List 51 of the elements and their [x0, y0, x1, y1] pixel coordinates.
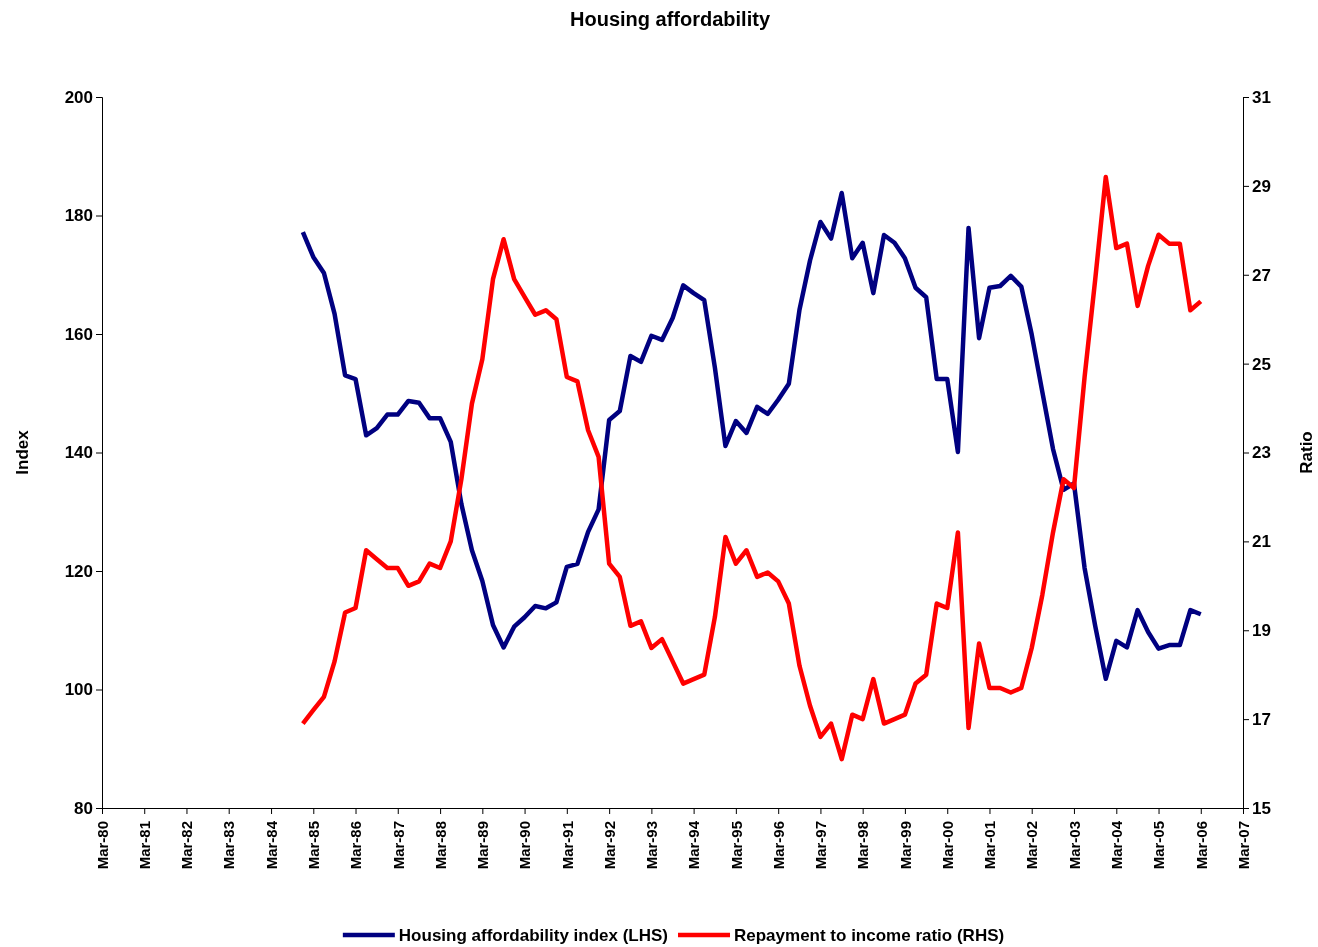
- chart-title: Housing affordability: [570, 8, 771, 30]
- x-tick-label: Mar-84: [262, 820, 280, 870]
- line-series: [300, 174, 1204, 762]
- x-tick-label: Mar-86: [347, 821, 365, 870]
- y2-tick-label: 25: [1252, 354, 1271, 374]
- x-tick-label: Mar-92: [600, 821, 618, 870]
- x-tick-label: Mar-96: [769, 821, 787, 870]
- y-tick-label: 80: [74, 798, 93, 818]
- x-tick-label: Mar-02: [1023, 821, 1041, 870]
- y-tick-label: 180: [64, 206, 93, 226]
- x-tick-label: Mar-91: [558, 821, 576, 870]
- x-tick-label: Mar-87: [389, 821, 407, 870]
- line-series: [300, 190, 1204, 682]
- x-tick-label: Mar-80: [93, 821, 111, 870]
- x-tick-label: Mar-99: [896, 821, 914, 870]
- x-tick-label: Mar-81: [135, 821, 153, 870]
- x-tick-label: Mar-06: [1192, 821, 1210, 870]
- y2-axis-title: Ratio: [1297, 431, 1316, 474]
- x-tick-label: Mar-97: [812, 821, 830, 870]
- y2-tick-label: 17: [1252, 710, 1271, 730]
- x-tick-label: Mar-98: [854, 821, 872, 870]
- x-tick-label: Mar-01: [981, 821, 999, 870]
- x-tick-label: Mar-88: [431, 821, 449, 870]
- legend-label: Repayment to income ratio (RHS): [734, 926, 1005, 945]
- y-tick-label: 100: [64, 680, 93, 700]
- x-tick-label: Mar-94: [685, 820, 703, 870]
- x-tick-label: Mar-00: [939, 821, 956, 870]
- y2-tick-label: 27: [1252, 265, 1271, 285]
- x-tick-label: Mar-82: [178, 821, 196, 870]
- y-tick-label: 200: [64, 87, 93, 107]
- y2-tick-label: 29: [1252, 176, 1271, 196]
- y2-tick-label: 19: [1252, 621, 1271, 641]
- x-tick-label: Mar-05: [1150, 821, 1168, 870]
- y-axis-title: Index: [13, 429, 32, 475]
- y-tick-label: 120: [64, 561, 93, 581]
- y2-tick-label: 21: [1252, 532, 1271, 552]
- x-tick-label: Mar-83: [220, 821, 238, 870]
- x-tick-label: Mar-95: [727, 821, 745, 870]
- y-tick-label: 160: [64, 324, 93, 344]
- legend-label: Housing affordability index (LHS): [398, 926, 669, 945]
- x-tick-label: Mar-04: [1108, 820, 1126, 870]
- x-tick-label: Mar-07: [1234, 821, 1252, 870]
- y2-tick-label: 31: [1252, 87, 1271, 107]
- x-tick-label: Mar-93: [643, 821, 661, 870]
- x-tick-label: Mar-85: [305, 821, 323, 870]
- x-tick-label: Mar-90: [516, 821, 534, 870]
- x-tick-label: Mar-89: [474, 821, 492, 870]
- y-tick-label: 140: [64, 443, 93, 463]
- y2-tick-label: 23: [1252, 443, 1271, 463]
- y2-tick-label: 15: [1252, 798, 1271, 818]
- x-tick-label: Mar-03: [1065, 821, 1083, 870]
